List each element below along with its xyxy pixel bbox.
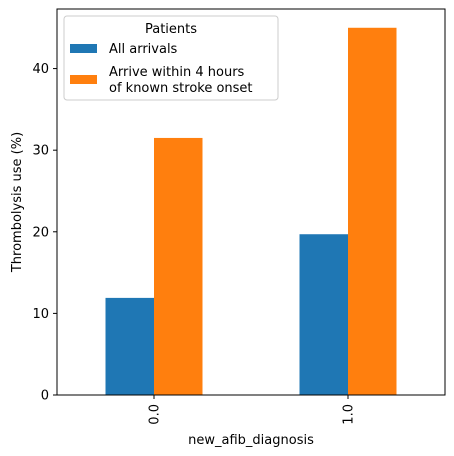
legend-entry-label: Arrive within 4 hours of known stroke ons… [109, 65, 253, 96]
plot-frame [56, 8, 446, 396]
legend-swatch [70, 75, 97, 84]
y-tick-label: 0 [41, 389, 49, 404]
x-axis: 0.0 1.0 [148, 395, 357, 425]
y-tick-label: 10 [32, 307, 49, 322]
legend: Patients All arrivals Arrive within 4 hour… [63, 15, 279, 101]
y-tick-label: 40 [32, 62, 49, 77]
bars-group [105, 27, 397, 395]
y-axis: 0 10 20 30 40 [32, 62, 57, 404]
legend-box [63, 15, 279, 101]
bar-all-arrivals-1.0 [299, 234, 348, 395]
bar-within-4-hours-0.0 [154, 137, 203, 395]
x-axis-label: new_afib_diagnosis [188, 433, 314, 448]
bar-within-4-hours-1.0 [348, 27, 397, 395]
legend-entry-label: All arrivals [109, 42, 178, 57]
bar-all-arrivals-0.0 [105, 297, 154, 395]
y-axis-label: Thrombolysis use (%) [10, 132, 25, 273]
x-tick-label: 0.0 [148, 404, 163, 425]
legend-title: Patients [145, 22, 197, 37]
x-tick-label: 1.0 [342, 404, 357, 425]
y-tick-label: 30 [32, 144, 49, 159]
y-tick-label: 20 [32, 225, 49, 240]
legend-swatch [70, 44, 97, 53]
